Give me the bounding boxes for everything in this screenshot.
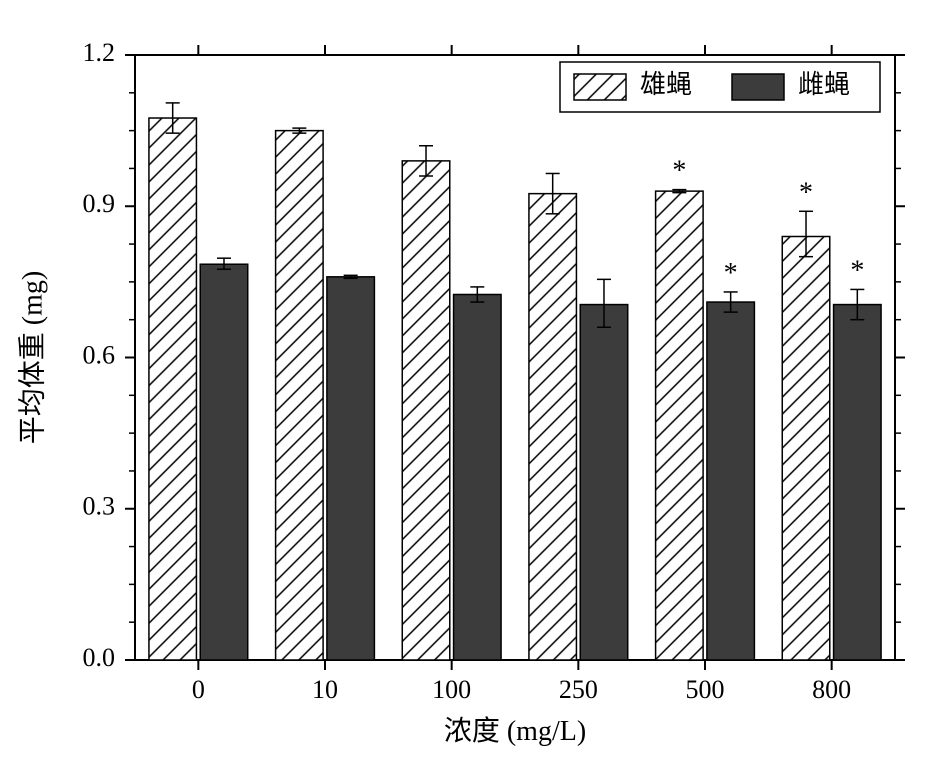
x-tick-label: 10 bbox=[312, 675, 338, 704]
y-tick-label: 0.0 bbox=[83, 643, 116, 672]
bar bbox=[656, 191, 704, 660]
significance-marker: * bbox=[799, 177, 813, 208]
y-tick-label: 0.9 bbox=[83, 189, 116, 218]
bar bbox=[454, 294, 502, 660]
bar bbox=[707, 302, 755, 660]
x-axis-label: 浓度 (mg/L) bbox=[444, 715, 586, 747]
significance-marker: * bbox=[724, 258, 738, 289]
significance-marker: * bbox=[850, 255, 864, 286]
bar-chart: 0.0 0.3 0.6 0.9 1.2 平均体重 (mg) 0 10 100 250 500 800 浓… bbox=[0, 0, 942, 772]
significance-marker: * bbox=[672, 156, 686, 187]
bar bbox=[149, 118, 197, 660]
x-tick-label: 500 bbox=[686, 675, 725, 704]
legend-swatch bbox=[732, 74, 784, 100]
y-tick-label: 0.3 bbox=[83, 492, 116, 521]
bar bbox=[200, 264, 248, 660]
bar bbox=[327, 277, 375, 660]
bar bbox=[834, 305, 882, 660]
y-tick-label: 1.2 bbox=[83, 38, 116, 67]
x-tick-label: 100 bbox=[432, 675, 471, 704]
bar bbox=[782, 237, 830, 661]
legend-label: 雌蝇 bbox=[798, 70, 850, 99]
x-tick-label: 0 bbox=[192, 675, 205, 704]
legend-label: 雄蝇 bbox=[640, 70, 692, 99]
bar bbox=[580, 305, 628, 660]
bar bbox=[402, 161, 450, 660]
bar bbox=[276, 131, 324, 660]
x-tick-label: 800 bbox=[812, 675, 851, 704]
x-tick-label: 250 bbox=[559, 675, 598, 704]
y-tick-label: 0.6 bbox=[83, 340, 116, 369]
y-axis-label: 平均体重 (mg) bbox=[16, 271, 48, 444]
legend-swatch bbox=[574, 74, 626, 100]
chart-container: 0.0 0.3 0.6 0.9 1.2 平均体重 (mg) 0 10 100 250 500 800 浓… bbox=[0, 0, 942, 772]
bar bbox=[529, 194, 577, 660]
